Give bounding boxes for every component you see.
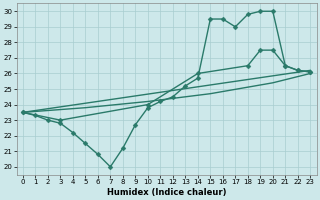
X-axis label: Humidex (Indice chaleur): Humidex (Indice chaleur) [107, 188, 226, 197]
